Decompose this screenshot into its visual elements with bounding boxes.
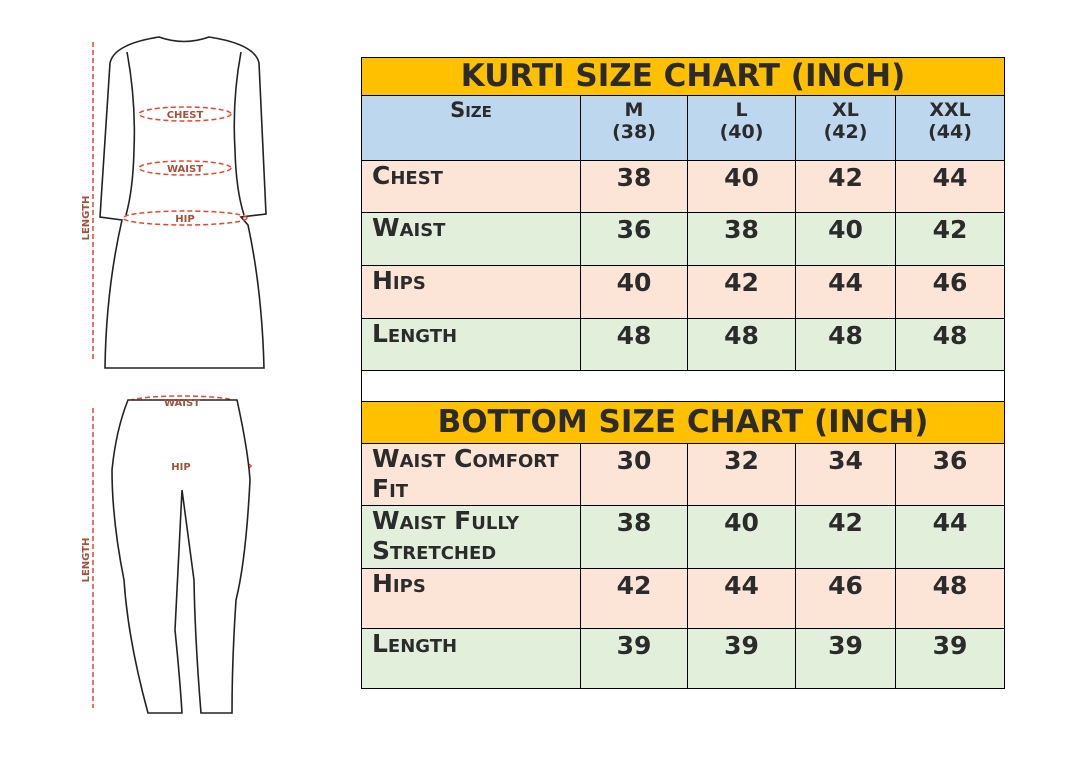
- table-row: Chest 38 40 42 44: [361, 160, 1006, 213]
- row-label: Length: [361, 318, 581, 371]
- cell: 44: [687, 568, 796, 629]
- cell: 44: [795, 265, 896, 319]
- garment-illustrations: CHEST WAIST HIP LENGTH WAIST HIP LENGTH: [81, 36, 267, 714]
- kurti-illustration: [99, 36, 267, 369]
- size-header-label: Size: [361, 95, 581, 161]
- cell: 34: [795, 443, 896, 506]
- bottom-table-title: BOTTOM SIZE CHART (INCH): [360, 401, 1006, 444]
- size-value: (42): [823, 121, 868, 143]
- spacer: [360, 370, 1006, 402]
- cell: 30: [580, 443, 688, 506]
- cell: 36: [580, 212, 688, 266]
- cell: 38: [687, 212, 796, 266]
- cell: 40: [795, 212, 896, 266]
- table-row: Hips 40 42 44 46: [361, 265, 1006, 319]
- bottom-length-label: LENGTH: [81, 538, 92, 583]
- row-label: Hips: [361, 568, 581, 629]
- table-row: Length 48 48 48 48: [361, 318, 1006, 371]
- cell: 48: [795, 318, 896, 371]
- size-name: XXL: [929, 99, 971, 121]
- kurti-table-title: KURTI SIZE CHART (INCH): [360, 57, 1006, 96]
- cell: 39: [894, 628, 1006, 689]
- size-name: XL: [832, 99, 859, 121]
- cell: 46: [795, 568, 896, 629]
- cell: 42: [687, 265, 796, 319]
- cell: 46: [894, 265, 1006, 319]
- size-l: L (40): [687, 95, 796, 161]
- bottom-hip-label: HIP: [171, 462, 190, 473]
- row-label: Waist Fully Stretched: [361, 505, 581, 569]
- bottom-size-table: BOTTOM SIZE CHART (INCH) Waist Comfort F…: [360, 401, 1006, 689]
- kurti-size-table: KURTI SIZE CHART (INCH) Size M (38) L (40)…: [360, 57, 1006, 402]
- table-row: Waist 36 38 40 42: [361, 212, 1006, 266]
- row-label: Chest: [361, 160, 581, 213]
- size-header-row: Size M (38) L (40) XL (42) XXL (44): [361, 95, 1006, 161]
- row-label: Waist: [361, 212, 581, 266]
- waist-measure: [138, 160, 232, 176]
- size-m: M (38): [580, 95, 688, 161]
- chest-label: CHEST: [167, 110, 204, 121]
- cell: 38: [580, 160, 688, 213]
- cell: 39: [687, 628, 796, 689]
- waist-label: WAIST: [167, 164, 203, 175]
- row-label: Hips: [361, 265, 581, 319]
- cell: 38: [580, 505, 688, 569]
- cell: 40: [687, 160, 796, 213]
- cell: 42: [795, 505, 896, 569]
- bottom-waist-label: WAIST: [164, 398, 200, 409]
- size-xxl: XXL (44): [894, 95, 1006, 161]
- cell: 44: [894, 160, 1006, 213]
- cell: 39: [580, 628, 688, 689]
- cell: 36: [894, 443, 1006, 506]
- cell: 44: [894, 505, 1006, 569]
- table-row: Waist Comfort Fit 30 32 34 36: [361, 443, 1006, 506]
- table-row: Waist Fully Stretched 38 40 42 44: [361, 505, 1006, 569]
- hip-label: HIP: [175, 214, 194, 225]
- size-xl: XL (42): [795, 95, 896, 161]
- bottom-illustration: [111, 399, 251, 714]
- size-value: (44): [928, 121, 972, 143]
- spacer-row: [360, 370, 1006, 402]
- kurti-length-label: LENGTH: [81, 196, 92, 241]
- size-value: (40): [719, 121, 764, 143]
- row-label: Length: [361, 628, 581, 689]
- row-label: Waist Comfort Fit: [361, 443, 581, 506]
- size-value: (38): [612, 121, 656, 143]
- size-name: L: [735, 99, 748, 121]
- cell: 42: [795, 160, 896, 213]
- cell: 40: [687, 505, 796, 569]
- hip-measure: [122, 210, 248, 226]
- cell: 42: [580, 568, 688, 629]
- size-name: M: [624, 99, 644, 121]
- cell: 48: [687, 318, 796, 371]
- cell: 32: [687, 443, 796, 506]
- cell: 40: [580, 265, 688, 319]
- cell: 48: [894, 318, 1006, 371]
- table-row: Length 39 39 39 39: [361, 628, 1006, 689]
- cell: 48: [580, 318, 688, 371]
- chest-measure: [138, 106, 232, 122]
- table-row: Hips 42 44 46 48: [361, 568, 1006, 629]
- cell: 42: [894, 212, 1006, 266]
- bottom-hip-measure: [110, 458, 252, 474]
- cell: 39: [795, 628, 896, 689]
- cell: 48: [894, 568, 1006, 629]
